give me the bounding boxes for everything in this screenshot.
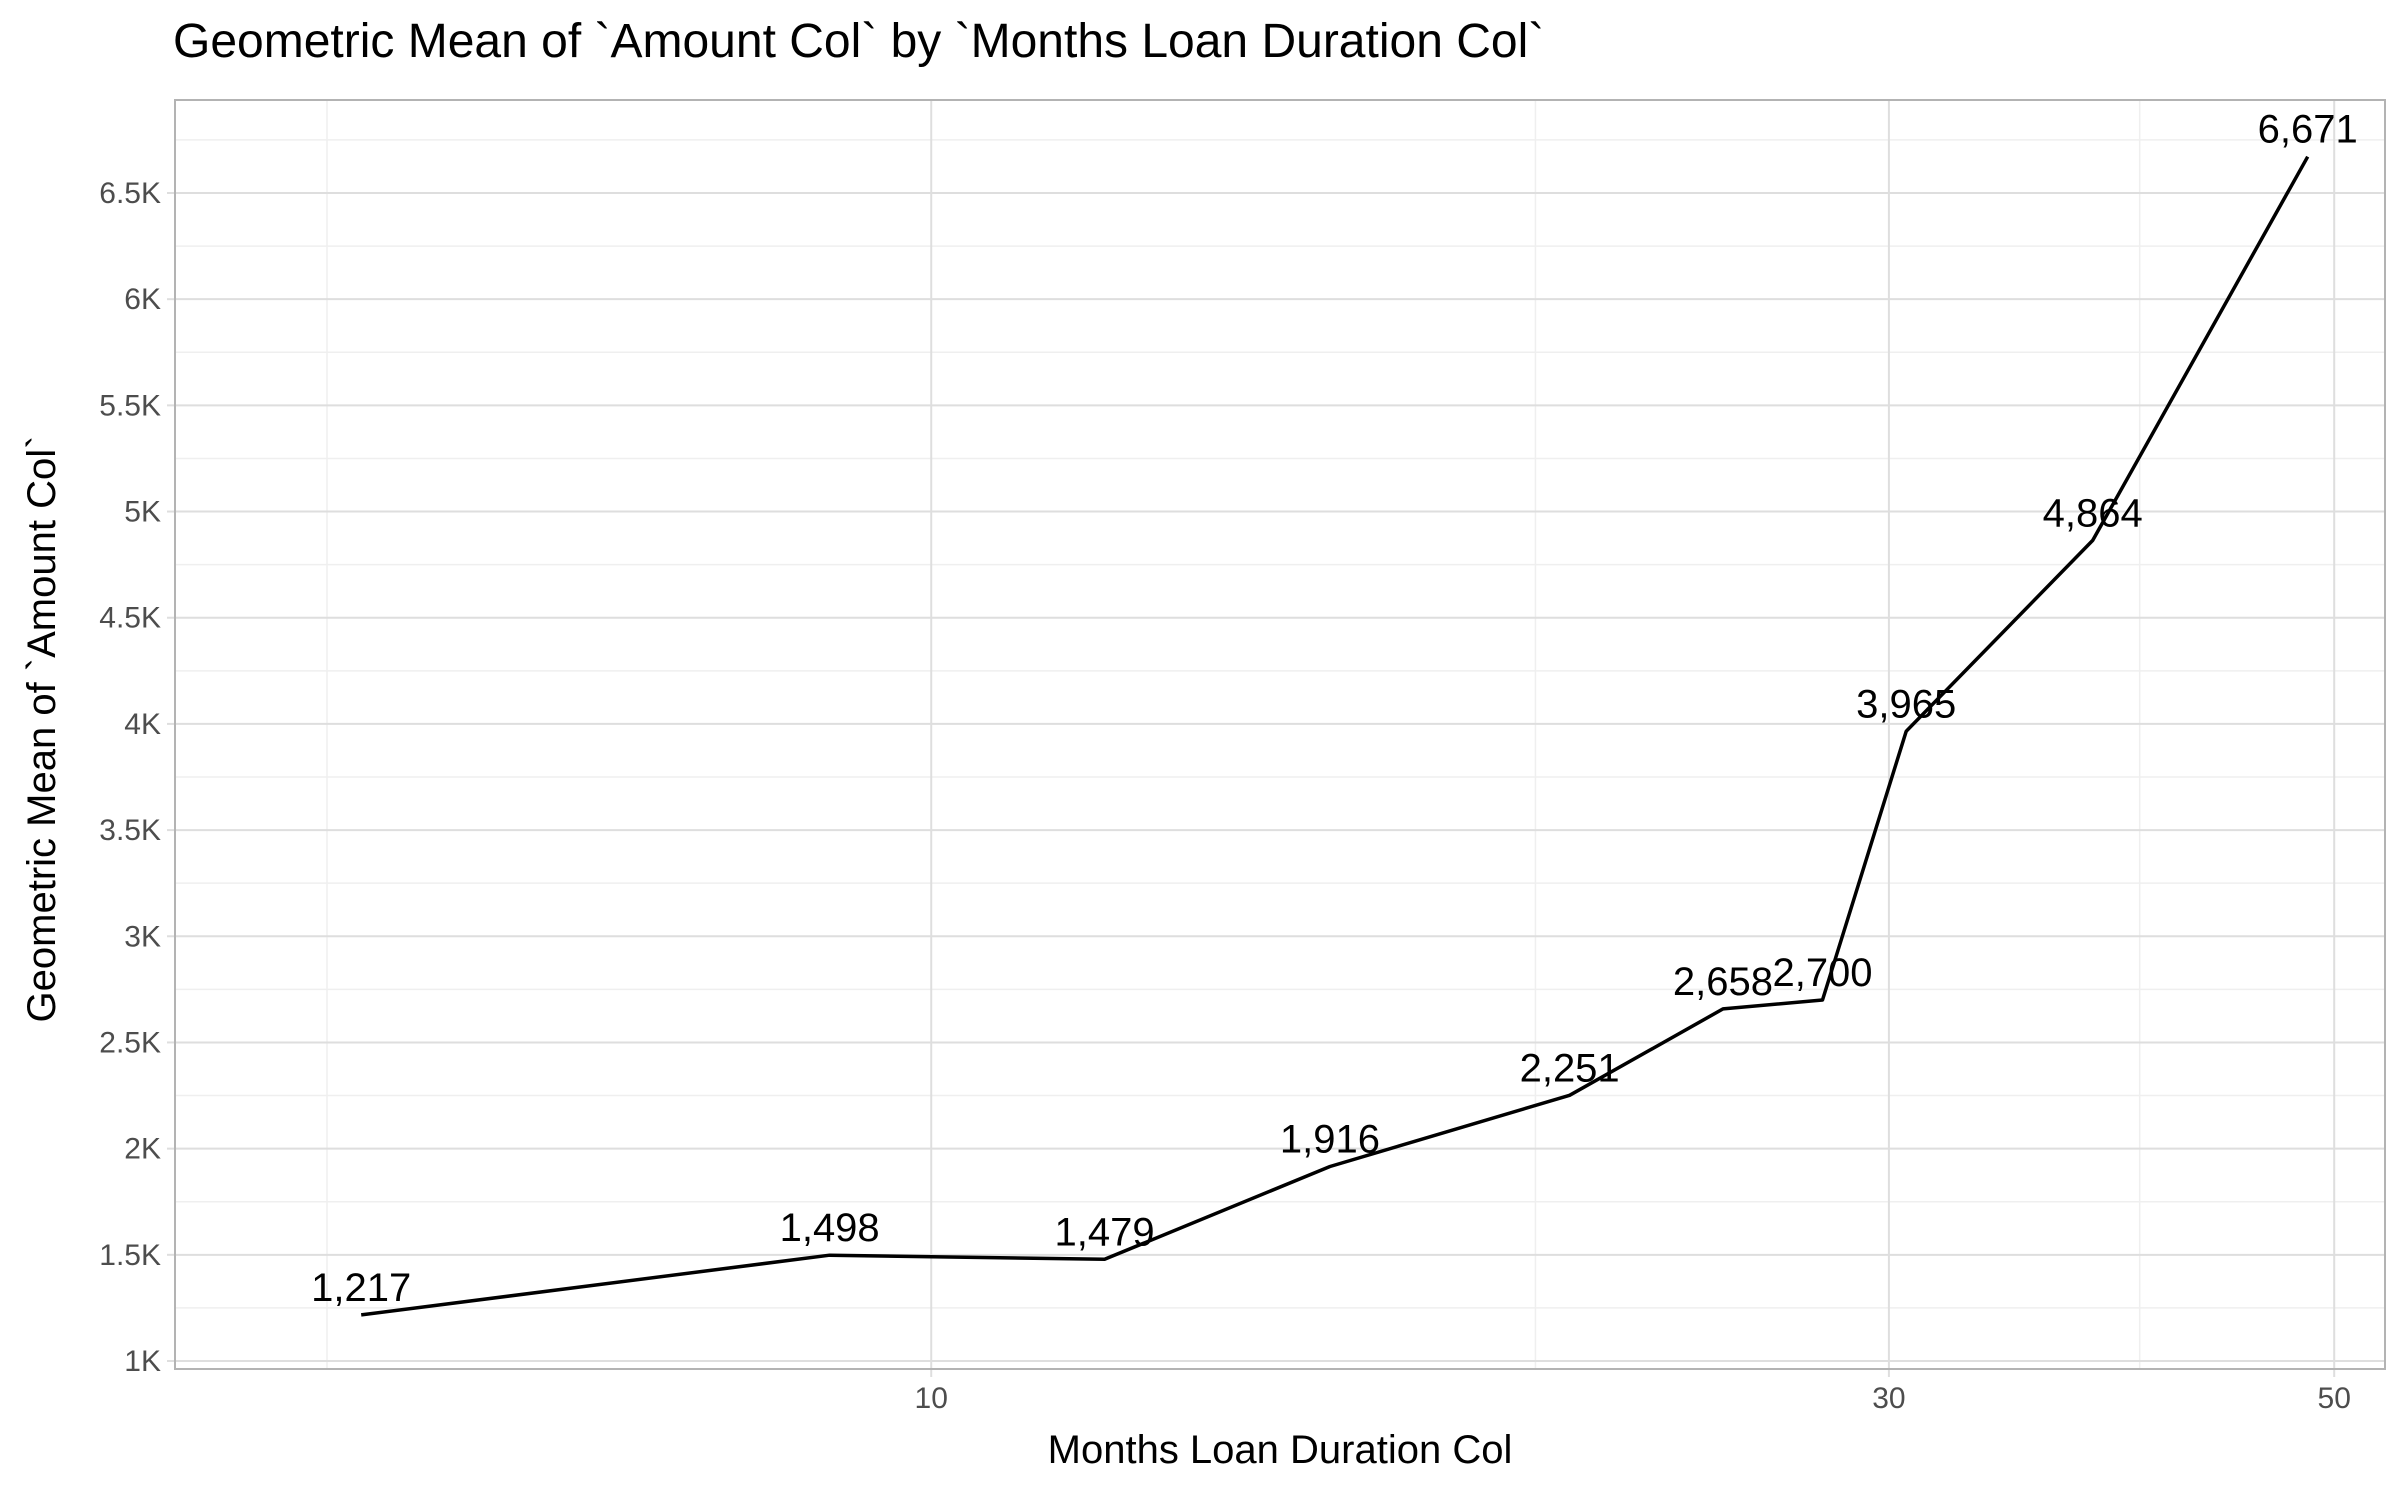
y-tick-label: 5.5K bbox=[99, 389, 161, 422]
y-tick-label: 1K bbox=[124, 1345, 161, 1378]
data-label: 2,700 bbox=[1772, 951, 1872, 995]
data-label: 4,864 bbox=[2043, 491, 2143, 535]
y-tick-label: 3K bbox=[124, 920, 161, 953]
y-tick-label: 4K bbox=[124, 708, 161, 741]
data-label: 1,498 bbox=[780, 1206, 880, 1250]
data-label: 1,479 bbox=[1055, 1210, 1155, 1254]
data-label: 1,916 bbox=[1280, 1117, 1380, 1161]
data-label: 2,251 bbox=[1520, 1046, 1620, 1090]
y-tick-label: 2.5K bbox=[99, 1026, 161, 1059]
y-tick-label: 1.5K bbox=[99, 1239, 161, 1272]
y-tick-label: 2K bbox=[124, 1133, 161, 1166]
x-tick-label: 50 bbox=[2318, 1382, 2351, 1415]
chart-title: Geometric Mean of `Amount Col` by `Month… bbox=[173, 15, 1545, 68]
y-tick-label: 6K bbox=[124, 283, 161, 316]
panel-border bbox=[174, 99, 2386, 1370]
x-tick-label: 10 bbox=[915, 1382, 948, 1415]
y-tick-label: 3.5K bbox=[99, 814, 161, 847]
y-tick-label: 6.5K bbox=[99, 177, 161, 210]
data-label: 1,217 bbox=[311, 1266, 411, 1310]
y-axis-label: Geometric Mean of `Amount Col` bbox=[20, 435, 64, 1023]
x-tick-label: 30 bbox=[1872, 1382, 1905, 1415]
y-tick-label: 4.5K bbox=[99, 602, 161, 635]
data-label: 3,965 bbox=[1856, 682, 1956, 726]
data-label: 2,658 bbox=[1673, 960, 1773, 1004]
x-axis-label: Months Loan Duration Col bbox=[1047, 1428, 1513, 1472]
y-tick-label: 5K bbox=[124, 496, 161, 529]
data-label: 6,671 bbox=[2258, 108, 2358, 152]
series-line bbox=[360, 155, 2310, 1317]
